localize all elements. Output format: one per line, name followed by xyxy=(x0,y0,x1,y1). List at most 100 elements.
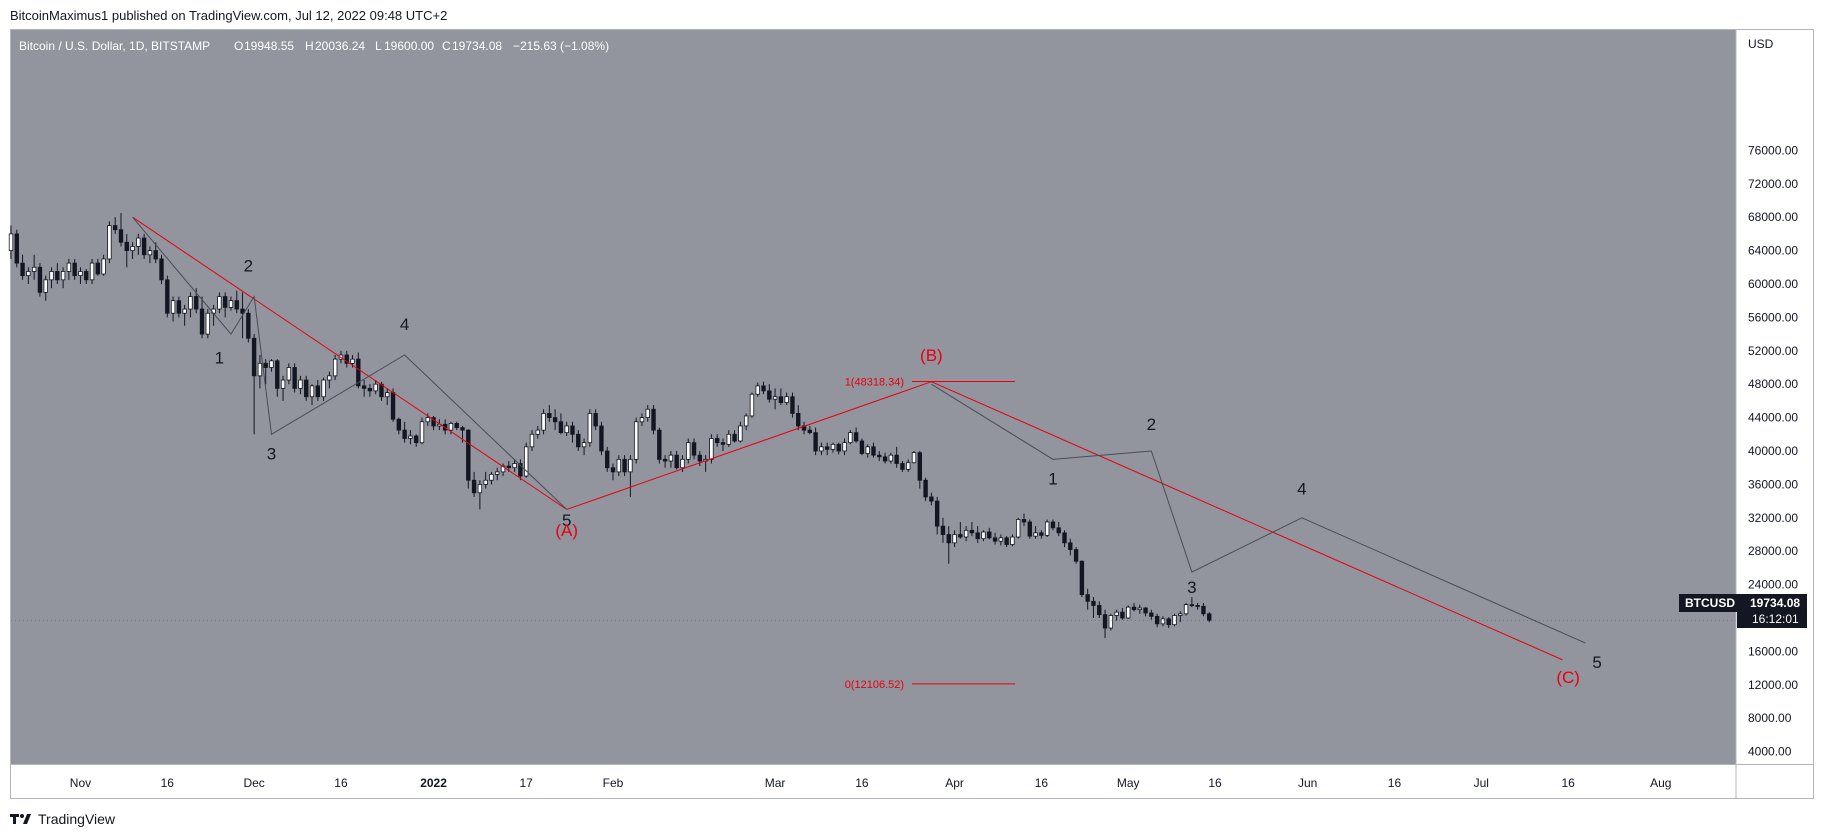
candle xyxy=(367,384,373,397)
y-axis: 76000.00 72000.00 68000.00 64000.00 60000.00… xyxy=(1748,143,1798,758)
tradingview-logo-icon xyxy=(10,814,31,824)
candle-body xyxy=(1189,604,1195,607)
candle xyxy=(651,405,656,435)
candle-body xyxy=(662,458,668,462)
candle xyxy=(859,438,865,456)
candle-body xyxy=(495,471,500,475)
candle-body xyxy=(170,300,176,314)
candle-body xyxy=(332,358,338,377)
candle-body xyxy=(182,308,187,314)
candle-body xyxy=(419,421,425,444)
candle-body xyxy=(535,429,540,435)
x-tick-label: Mar xyxy=(765,776,786,790)
candle xyxy=(720,438,726,451)
candle-body xyxy=(940,525,946,535)
candle-body xyxy=(570,425,575,435)
candle xyxy=(686,438,691,464)
x-tick-label: 16 xyxy=(161,776,175,790)
candle-body xyxy=(633,421,639,460)
wave-label: 3 xyxy=(1187,578,1196,597)
candle-body xyxy=(14,233,19,264)
candle xyxy=(587,409,593,447)
candle-body xyxy=(836,443,841,452)
price-tag-price: 19734.08 xyxy=(1750,596,1800,610)
legend-c-label: C xyxy=(442,39,451,53)
candle-body xyxy=(576,433,581,448)
candle-body xyxy=(205,312,211,335)
candle-body xyxy=(599,425,604,452)
x-tick-label: Nov xyxy=(70,776,91,790)
candle-body xyxy=(523,446,529,477)
candle-body xyxy=(726,433,731,445)
candle xyxy=(141,233,147,259)
candle xyxy=(906,459,911,472)
candle xyxy=(130,242,135,259)
wave-label: (A) xyxy=(555,521,578,540)
candle xyxy=(1085,588,1090,610)
candle xyxy=(1027,519,1032,539)
x-tick-label: 16 xyxy=(1561,776,1575,790)
plot-area[interactable] xyxy=(11,30,1736,764)
candle xyxy=(900,461,905,472)
candle-body xyxy=(1183,604,1189,615)
candle-body xyxy=(1004,537,1009,545)
candle xyxy=(593,409,598,431)
candle-body xyxy=(176,300,182,314)
candle-body xyxy=(691,442,697,456)
candle xyxy=(66,258,72,280)
candle-body xyxy=(1195,605,1200,607)
candle-body xyxy=(558,421,564,434)
candle xyxy=(408,430,413,445)
candle xyxy=(674,451,679,470)
candle xyxy=(552,409,558,431)
candle xyxy=(1189,597,1195,608)
candle xyxy=(599,421,604,456)
candle xyxy=(877,451,882,462)
y-tick-label: 28000.00 xyxy=(1748,544,1798,558)
candle xyxy=(263,359,268,385)
fib-level-label: 0(12106.52) xyxy=(845,679,904,691)
candle-body xyxy=(859,440,865,454)
candle-body xyxy=(153,250,158,260)
candle xyxy=(882,452,888,464)
candle-body xyxy=(431,417,436,427)
y-tick-label: 12000.00 xyxy=(1748,678,1798,692)
candle xyxy=(628,455,633,497)
candle xyxy=(37,263,43,297)
candle xyxy=(911,451,917,464)
candle-body xyxy=(37,266,43,293)
footer-brand: TradingView xyxy=(38,811,116,827)
candle-body xyxy=(1079,560,1085,596)
candle xyxy=(489,471,494,485)
candle-body xyxy=(506,465,512,469)
candle xyxy=(286,363,292,385)
price-tag-symbol-bg xyxy=(1679,594,1739,612)
candle xyxy=(1102,609,1108,639)
y-tick-label: 76000.00 xyxy=(1748,143,1798,157)
candle xyxy=(952,530,957,548)
candle-body xyxy=(1149,612,1154,617)
candle xyxy=(49,267,54,289)
red-trend-line xyxy=(566,381,932,510)
candle xyxy=(1131,602,1137,612)
candle-body xyxy=(911,452,917,464)
candle xyxy=(188,292,193,318)
x-tick-label: May xyxy=(1117,776,1140,790)
candle xyxy=(529,430,535,451)
candle-body xyxy=(344,354,349,364)
candle-body xyxy=(55,271,60,281)
candle xyxy=(732,430,737,443)
candle xyxy=(535,425,540,439)
candle-body xyxy=(118,229,124,243)
y-tick-label: 60000.00 xyxy=(1748,277,1798,291)
candle-body xyxy=(680,458,685,469)
candle-body xyxy=(1091,600,1096,606)
candle-body xyxy=(367,387,373,392)
candle-body xyxy=(165,279,170,314)
candle xyxy=(645,405,650,422)
candle-body xyxy=(552,417,558,423)
candle xyxy=(304,375,309,401)
candle-body xyxy=(327,375,332,381)
candle-body xyxy=(1056,527,1061,534)
